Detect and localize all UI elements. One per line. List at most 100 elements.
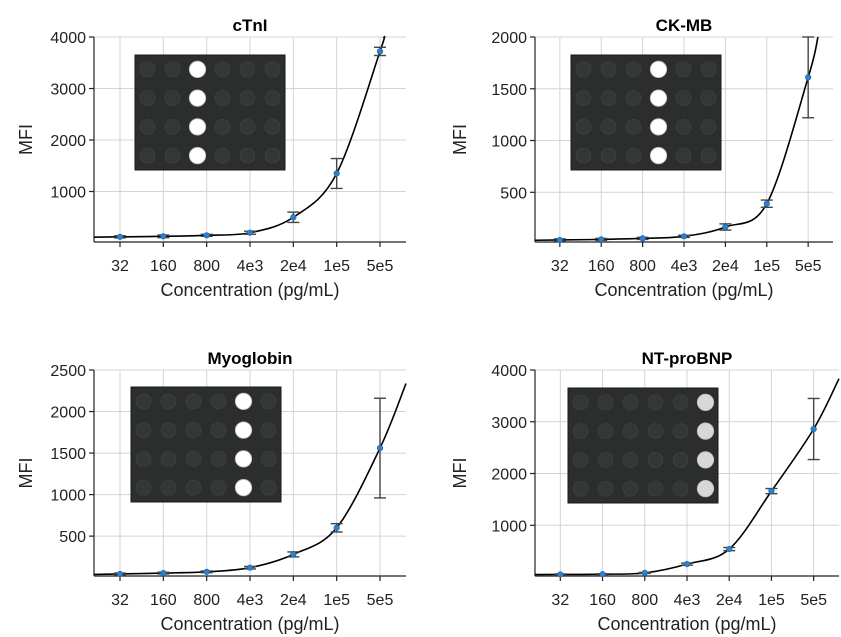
- y-tick-label: 1500: [491, 82, 527, 99]
- x-tick-label: 1e5: [323, 592, 350, 609]
- x-tick-label: 1e5: [323, 258, 350, 275]
- y-tick-label: 2500: [50, 363, 86, 380]
- bright-well: [696, 422, 715, 440]
- y-tick-label: 2000: [50, 405, 86, 422]
- well: [647, 480, 664, 497]
- x-tick-label: 5e5: [367, 258, 394, 275]
- well: [164, 118, 181, 135]
- x-tick-label: 2e4: [280, 258, 307, 275]
- bright-well: [234, 450, 253, 468]
- well: [260, 393, 277, 410]
- x-tick-label: 800: [193, 592, 220, 609]
- bright-well: [188, 147, 207, 165]
- x-tick-label: 160: [150, 592, 177, 609]
- bright-well: [649, 118, 668, 136]
- chart-panel-2: 500 1000 1500 2000 32 160 800 4e3 2e4 1e5 5e5 CK-MB…: [450, 16, 833, 300]
- chart-panel-1: 1000 2000 3000 4000 32 160 800 4e3 2e4 1e5 5e5 cTnI…: [16, 16, 406, 300]
- y-tick-label: 500: [500, 185, 527, 202]
- data-point: [768, 488, 775, 495]
- bright-well: [696, 393, 715, 411]
- data-point: [726, 545, 733, 553]
- data-point: [376, 48, 384, 55]
- y-axis-label: MFI: [16, 124, 36, 155]
- data-point: [557, 571, 564, 578]
- well: [647, 423, 664, 440]
- data-point: [680, 233, 688, 240]
- inset-array-image: [570, 54, 722, 171]
- well: [160, 479, 177, 496]
- well: [597, 394, 614, 411]
- well: [700, 118, 717, 135]
- inset-background: [134, 54, 286, 171]
- y-tick-label: 4000: [50, 30, 86, 47]
- well: [164, 147, 181, 164]
- well: [214, 90, 231, 107]
- well: [675, 147, 692, 164]
- data-point: [333, 170, 340, 177]
- data-point: [810, 425, 817, 433]
- well: [600, 118, 617, 135]
- well: [597, 423, 614, 440]
- y-tick-label: 1000: [491, 134, 527, 151]
- well: [575, 61, 592, 78]
- well: [572, 394, 589, 411]
- x-tick-label: 5e5: [800, 592, 827, 609]
- x-tick-label: 32: [551, 258, 569, 275]
- data-point: [290, 551, 297, 558]
- chart-panel-4: 1000 2000 3000 4000 32 160 800 4e3 2e4 1e5 5e5 NT-p…: [450, 349, 840, 634]
- well: [239, 118, 256, 135]
- well: [647, 394, 664, 411]
- well: [575, 90, 592, 107]
- y-tick-label: 3000: [491, 415, 527, 432]
- x-tick-label: 4e3: [674, 592, 701, 609]
- data-point: [598, 236, 605, 243]
- well: [622, 451, 639, 468]
- well: [700, 61, 717, 78]
- well: [185, 450, 202, 467]
- data-point: [641, 569, 648, 576]
- well: [210, 450, 227, 467]
- data-point: [246, 564, 254, 571]
- data-point: [556, 236, 563, 244]
- well: [622, 480, 639, 497]
- y-tick-label: 2000: [50, 133, 86, 150]
- bright-well: [234, 479, 253, 497]
- well: [239, 147, 256, 164]
- inset-background: [570, 54, 722, 171]
- well: [700, 90, 717, 107]
- well: [139, 147, 156, 164]
- data-point: [160, 233, 167, 240]
- well: [622, 423, 639, 440]
- bright-well: [649, 89, 668, 107]
- well: [210, 393, 227, 410]
- well: [672, 423, 689, 440]
- inset-array-image: [130, 386, 282, 503]
- y-tick-label: 500: [59, 529, 86, 546]
- bright-well: [188, 89, 207, 107]
- x-axis-label: Concentration (pg/mL): [594, 280, 773, 300]
- well: [700, 147, 717, 164]
- well: [672, 394, 689, 411]
- well: [675, 118, 692, 135]
- well: [139, 90, 156, 107]
- data-point: [203, 568, 210, 575]
- well: [264, 118, 281, 135]
- y-tick-label: 2000: [491, 30, 527, 47]
- x-tick-label: 800: [629, 258, 656, 275]
- y-tick-label: 2000: [491, 467, 527, 484]
- well: [675, 61, 692, 78]
- well: [264, 147, 281, 164]
- well: [625, 118, 642, 135]
- chart-title: Myoglobin: [208, 349, 293, 368]
- data-point: [805, 74, 812, 81]
- bright-well: [234, 392, 253, 410]
- data-point: [376, 444, 384, 452]
- well: [622, 394, 639, 411]
- well: [185, 393, 202, 410]
- well: [239, 61, 256, 78]
- y-tick-label: 1500: [50, 446, 86, 463]
- y-axis-label: MFI: [16, 458, 36, 489]
- x-tick-label: 2e4: [712, 258, 739, 275]
- x-tick-label: 2e4: [716, 592, 743, 609]
